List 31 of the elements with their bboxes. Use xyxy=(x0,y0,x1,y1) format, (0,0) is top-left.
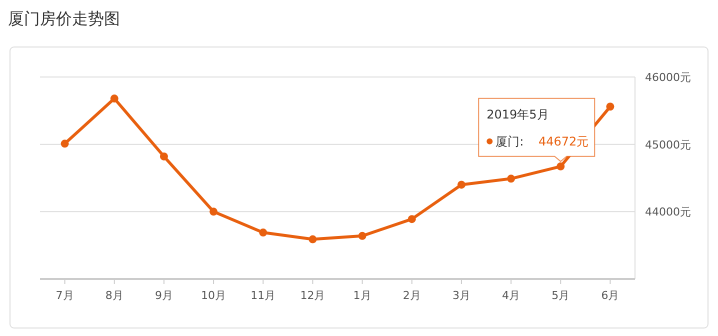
data-label: 44672元 xyxy=(538,134,589,148)
x-tick-label: 6月 xyxy=(601,289,620,302)
point xyxy=(259,228,268,237)
x-tick-label: 9月 xyxy=(154,289,173,302)
x-tick-label: 11月 xyxy=(250,289,276,302)
x-tick-label: 2月 xyxy=(402,289,421,302)
y-tick-label: 46000元 xyxy=(645,71,691,84)
x-tick-label: 5月 xyxy=(552,289,570,302)
point xyxy=(556,162,565,170)
y-tick-label: 44000元 xyxy=(645,206,691,219)
x-tick-label: 3月 xyxy=(452,289,470,302)
x-tick-label: 7月 xyxy=(56,289,74,302)
x-tick-label: 4月 xyxy=(502,289,520,302)
point xyxy=(60,140,69,148)
x-tick-label: 8月 xyxy=(105,289,124,302)
point xyxy=(606,102,614,111)
point xyxy=(160,152,168,160)
point xyxy=(408,215,416,224)
x-tick-label: 10月 xyxy=(201,289,226,302)
point xyxy=(457,180,466,189)
x-tick-label: 12月 xyxy=(300,289,326,302)
point xyxy=(110,94,118,103)
point xyxy=(507,174,516,183)
point xyxy=(358,232,366,240)
point xyxy=(210,208,218,216)
chart-title: 厦门房价走势图 xyxy=(8,9,120,28)
y-tick-label: 45000元 xyxy=(645,138,691,152)
x-tick-label: 1月 xyxy=(353,289,372,302)
annotation: 2019年5月 xyxy=(486,107,549,122)
point xyxy=(308,235,317,244)
legend-label: 厦门: xyxy=(496,134,524,148)
